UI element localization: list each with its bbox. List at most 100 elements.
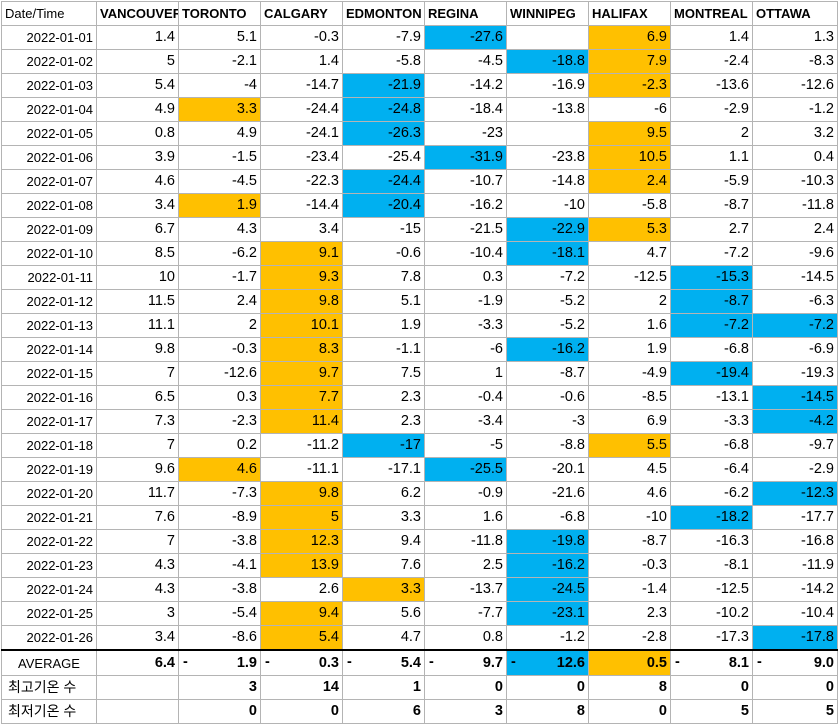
temp-cell: -12.5	[588, 265, 671, 290]
table-row: 2022-01-14 9.8 -0.3 8.3 -1.1 -6 -16.2 1.9 -6.8 -6…	[1, 337, 838, 362]
temp-cell: -4	[178, 73, 261, 98]
temp-cell: -26.3	[342, 121, 425, 146]
temp-cell: -13.7	[424, 577, 507, 602]
temp-cell: -8.8	[506, 433, 589, 458]
temp-cell: 0.2	[178, 433, 261, 458]
temp-cell: -12.6	[178, 361, 261, 386]
count-cell	[96, 675, 179, 700]
temp-cell: 0.3	[178, 385, 261, 410]
date-cell: 2022-01-23	[1, 553, 97, 578]
table-row: 2022-01-01 1.4 5.1 -0.3 -7.9 -27.6 6.9 1.4 1.3	[1, 25, 838, 50]
temp-cell: -23.8	[506, 145, 589, 170]
date-cell: 2022-01-17	[1, 409, 97, 434]
temp-cell: 1	[424, 361, 507, 386]
temp-cell: -6.4	[670, 457, 753, 482]
temp-cell: 13.9	[260, 553, 343, 578]
temp-cell: -5.4	[178, 601, 261, 626]
temp-cell: 5.1	[178, 25, 261, 50]
temp-cell: 2.4	[752, 217, 838, 242]
temp-cell: -25.4	[342, 145, 425, 170]
average-row: AVERAGE 6.4-1.9-0.3-5.4-9.7-12.6 0.5-8.1-9…	[1, 649, 838, 676]
temp-cell: -13.8	[506, 97, 589, 122]
temp-cell: -10.4	[752, 601, 838, 626]
header-city: EDMONTON	[342, 1, 425, 26]
temp-cell: 3.3	[342, 577, 425, 602]
temp-cell: 3.3	[342, 505, 425, 530]
temp-cell: 4.7	[342, 625, 425, 651]
count-cell: 5	[670, 699, 753, 724]
table-row: 2022-01-16 6.5 0.3 7.7 2.3 -0.4 -0.6 -8.5 -13.1-…	[1, 385, 838, 410]
table-row: 2022-01-13 11.1 2 10.1 1.9 -3.3 -5.2 1.6 -7.2 -7.…	[1, 313, 838, 338]
temp-cell: -3.4	[424, 409, 507, 434]
date-cell: 2022-01-05	[1, 121, 97, 146]
temp-cell: -8.5	[588, 385, 671, 410]
date-cell: 2022-01-24	[1, 577, 97, 602]
average-value: 8.1	[728, 654, 749, 671]
temp-cell: 7.6	[96, 505, 179, 530]
temp-cell: -16.8	[752, 529, 838, 554]
temp-cell: -11.9	[752, 553, 838, 578]
average-sign: -	[511, 654, 516, 670]
date-cell: 2022-01-11	[1, 265, 97, 290]
count-cell: 3	[424, 699, 507, 724]
temp-cell: -6.2	[670, 481, 753, 506]
temp-cell: 5.1	[342, 289, 425, 314]
table-row: 2022-01-20 11.7 -7.3 9.8 6.2 -0.9 -21.6 4.6 -6.2…	[1, 481, 838, 506]
temp-cell: -10	[588, 505, 671, 530]
temp-cell: -8.7	[670, 289, 753, 314]
date-cell: 2022-01-09	[1, 217, 97, 242]
temp-cell: -14.8	[506, 169, 589, 194]
temp-cell: -19.8	[506, 529, 589, 554]
temp-cell: -17.1	[342, 457, 425, 482]
temp-cell: -8.6	[178, 625, 261, 651]
date-cell: 2022-01-26	[1, 625, 97, 651]
temp-cell: 1.6	[588, 313, 671, 338]
temp-cell: -9.6	[752, 241, 838, 266]
temp-cell: -5	[424, 433, 507, 458]
temp-cell: 1.3	[752, 25, 838, 50]
temp-cell: -19.4	[670, 361, 753, 386]
temp-cell: 1.9	[342, 313, 425, 338]
table-row: 2022-01-04 4.9 3.3 -24.4 -24.8 -18.4 -13.8 -6 -2…	[1, 97, 838, 122]
average-sign: -	[675, 654, 680, 670]
min-count-label: 최저기온 수	[1, 699, 97, 724]
table-row: 2022-01-18 7 0.2 -11.2 -17 -5 -8.8 5.5 -6.8 -9.7	[1, 433, 838, 458]
temp-cell: 2	[178, 313, 261, 338]
table-row: 2022-01-19 9.6 4.6 -11.1 -17.1 -25.5 -20.1 4.5-…	[1, 457, 838, 482]
temp-cell: -17.3	[670, 625, 753, 651]
table-row: 2022-01-25 3 -5.4 9.4 5.6 -7.7 -23.1 2.3 -10.2 -1…	[1, 601, 838, 626]
count-cell: 0	[670, 675, 753, 700]
temp-cell: 4.6	[588, 481, 671, 506]
temp-cell: -8.7	[588, 529, 671, 554]
temp-cell: 7	[96, 361, 179, 386]
temp-cell: 6.9	[588, 25, 671, 50]
temp-cell: 9.8	[260, 289, 343, 314]
temp-cell: -14.5	[752, 265, 838, 290]
count-cell: 8	[506, 699, 589, 724]
temp-cell: -0.6	[342, 241, 425, 266]
temp-cell: 9.8	[260, 481, 343, 506]
temp-cell: 2.3	[342, 409, 425, 434]
date-cell: 2022-01-19	[1, 457, 97, 482]
temp-cell: -0.6	[506, 385, 589, 410]
temp-cell: -18.2	[670, 505, 753, 530]
temp-cell: 2.3	[342, 385, 425, 410]
average-cell: - 0.3	[260, 649, 343, 676]
temp-cell: -15	[342, 217, 425, 242]
temp-cell	[506, 25, 589, 50]
average-sign: -	[429, 654, 434, 670]
temp-cell: 4.5	[588, 457, 671, 482]
temp-cell: 12.3	[260, 529, 343, 554]
temp-cell	[506, 121, 589, 146]
temp-cell: 5	[260, 505, 343, 530]
date-cell: 2022-01-18	[1, 433, 97, 458]
table-row: 2022-01-02 5 -2.1 1.4 -5.8 -4.5 -18.8 7.9 -2.4 -8…	[1, 49, 838, 74]
table-row: 2022-01-23 4.3 -4.1 13.9 7.6 2.5 -16.2 -0.3 -8.1…	[1, 553, 838, 578]
temp-cell: -3.8	[178, 577, 261, 602]
temp-cell: -1.9	[424, 289, 507, 314]
temp-cell: 3.4	[96, 193, 179, 218]
temp-cell: -4.5	[178, 169, 261, 194]
count-cell: 0	[178, 699, 261, 724]
temp-cell: -10.4	[424, 241, 507, 266]
